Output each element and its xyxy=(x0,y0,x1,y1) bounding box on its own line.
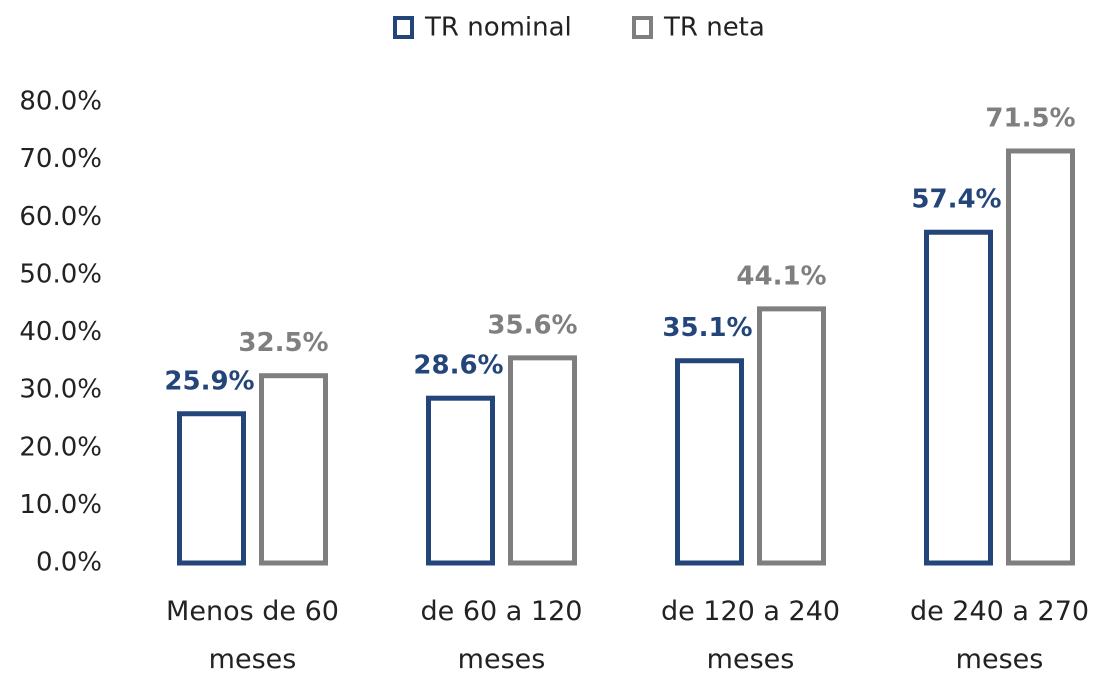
y-tick-label: 50.0% xyxy=(19,259,102,289)
bar xyxy=(180,414,244,563)
x-tick-label: de 60 a 120 meses xyxy=(382,588,622,684)
x-tick-label: de 120 a 240 meses xyxy=(631,588,871,684)
y-tick-label: 20.0% xyxy=(19,432,102,462)
value-label: 44.1% xyxy=(736,261,826,291)
bar xyxy=(678,361,742,563)
legend-swatch xyxy=(395,18,412,37)
bar xyxy=(429,398,493,563)
y-tick-label: 70.0% xyxy=(19,144,102,174)
bar xyxy=(262,376,326,563)
bar xyxy=(927,232,991,563)
bar xyxy=(1009,151,1073,563)
bar xyxy=(760,309,824,563)
bar xyxy=(511,358,575,563)
legend-label: TR nominal xyxy=(424,13,572,43)
legend-label: TR neta xyxy=(663,13,765,43)
x-tick-label: Menos de 60 meses xyxy=(133,588,373,684)
y-tick-label: 60.0% xyxy=(19,202,102,232)
y-tick-label: 30.0% xyxy=(19,375,102,405)
value-label: 57.4% xyxy=(911,185,1001,215)
value-label: 35.6% xyxy=(487,310,577,340)
value-label: 25.9% xyxy=(164,366,254,396)
legend-swatch xyxy=(634,18,651,37)
y-tick-label: 0.0% xyxy=(36,548,102,578)
y-tick-label: 80.0% xyxy=(19,87,102,117)
value-label: 35.1% xyxy=(662,313,752,343)
value-label: 71.5% xyxy=(985,103,1075,133)
value-label: 32.5% xyxy=(238,328,328,358)
value-label: 28.6% xyxy=(413,351,503,381)
y-tick-label: 40.0% xyxy=(19,317,102,347)
x-tick-label: de 240 a 270 meses xyxy=(880,588,1110,684)
y-tick-label: 10.0% xyxy=(19,490,102,520)
